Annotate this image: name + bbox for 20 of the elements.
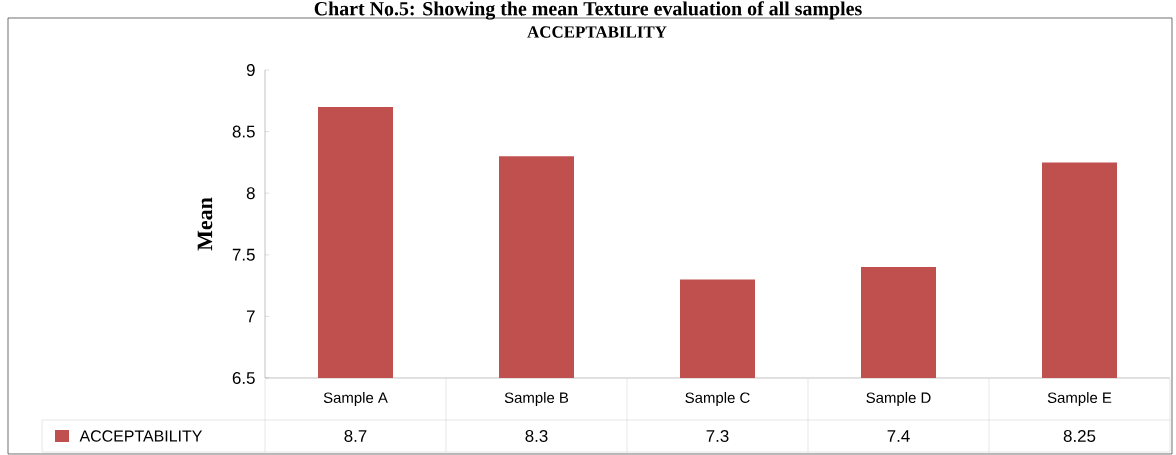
y-tick-label: 6.5 [232,371,255,384]
x-tick-label: Sample B [504,392,569,406]
x-tick-label: Sample E [1047,392,1112,406]
y-tick-label: 7.5 [232,248,255,261]
y-tick-label: 8 [246,187,255,200]
data-label: 7.3 [706,429,729,442]
x-tick-label: Sample C [685,392,750,406]
x-tick-label: Sample D [866,392,931,406]
data-label: 8.7 [344,429,367,442]
data-label: 8.3 [525,429,548,442]
data-label: 8.25 [1063,429,1096,442]
y-tick-label: 9 [246,63,255,76]
y-axis-title: Mean [197,197,213,251]
y-tick-label: 8.5 [232,125,255,138]
legend-label: ACCEPTABILITY [79,430,203,442]
data-label: 7.4 [887,430,910,442]
chart-title: Chart No.5: Showing the mean Texture evaluation of all samples [314,1,862,20]
chart-subtitle: ACCEPTABILITY [527,26,667,38]
y-tick-label: 7 [246,310,255,323]
x-tick-label: Sample A [323,392,388,406]
